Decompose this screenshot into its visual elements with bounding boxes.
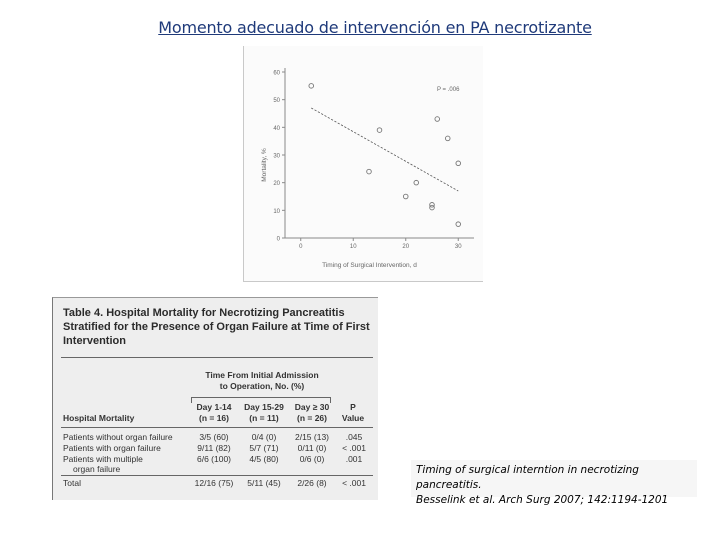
table-cell: 0/11 (0) xyxy=(297,443,327,453)
col-header-day15-29: Day 15-29 (n = 11) xyxy=(239,402,289,424)
slide-title: Momento adecuado de intervención en PA n… xyxy=(158,18,592,37)
col-header-day1-14-line2: (n = 16) xyxy=(199,413,229,423)
col-header-day30-line2: (n = 26) xyxy=(297,413,327,423)
table-total-rule xyxy=(61,475,373,476)
scatter-figure: 0 10 20 30 40 50 60 0 10 20 30 Timing of Surgical I… xyxy=(243,46,483,282)
table-cell: < .001 xyxy=(342,443,366,453)
x-tick-label: 30 xyxy=(455,244,462,250)
data-point xyxy=(429,202,435,208)
col-header-p-value: P Value xyxy=(335,402,371,424)
table-row-label-continued: organ failure xyxy=(73,464,121,474)
data-point xyxy=(402,193,409,200)
y-tick-label: 60 xyxy=(273,71,280,77)
col-header-day30-line1: Day ≥ 30 xyxy=(294,402,330,412)
table-cell: 2/15 (13) xyxy=(294,432,330,442)
y-axis-label: Mortality, % xyxy=(261,148,268,182)
y-tick-label: 40 xyxy=(273,126,280,132)
table-cell: 6/6 (100) xyxy=(196,454,232,464)
col-header-day1-14-line1: Day 1-14 xyxy=(196,402,232,412)
table-cell: 3/5 (60) xyxy=(199,432,229,442)
data-point xyxy=(455,160,461,167)
table-row-label: Patients with organ failure xyxy=(63,443,161,453)
table-cell: 2/26 (8) xyxy=(297,478,327,488)
data-point xyxy=(308,83,314,89)
table-cell: .045 xyxy=(345,432,363,442)
table-cell: 0/4 (0) xyxy=(251,432,277,442)
col-header-p-line1: P xyxy=(350,402,356,412)
data-point xyxy=(413,179,419,186)
col-header-p-line2: Value xyxy=(341,413,365,423)
table-cell: < .001 xyxy=(342,478,366,488)
table-cell: 4/5 (80) xyxy=(249,454,279,464)
col-header-day1-14: Day 1-14 (n = 16) xyxy=(191,402,237,424)
citation-line2: Besselink et al. Arch Surg 2007; 142:119… xyxy=(416,494,669,506)
group-header-brace xyxy=(191,397,331,403)
table-cell: 0/6 (0) xyxy=(299,454,325,464)
citation-box: Timing of surgical interntion in necroti… xyxy=(411,460,697,506)
scatter-plot: 0 10 20 30 40 50 60 0 10 20 30 Timing of Surgical I… xyxy=(261,68,474,269)
table-header-rule xyxy=(61,427,373,428)
y-tick-label: 20 xyxy=(273,181,280,187)
data-point xyxy=(366,168,372,175)
y-tick-label: 0 xyxy=(277,237,281,243)
table-caption: Table 4. Hospital Mortality for Necrotiz… xyxy=(63,307,370,347)
x-tick-label: 0 xyxy=(299,244,303,250)
table-row-label: Total xyxy=(63,478,81,488)
table-cell: 9/11 (82) xyxy=(197,443,231,453)
citation-line1: Timing of surgical interntion in necroti… xyxy=(416,464,639,491)
x-tick-label: 10 xyxy=(350,244,357,250)
x-axis-label: Timing of Surgical Intervention, d xyxy=(322,262,417,269)
trend-line xyxy=(311,107,459,192)
data-point xyxy=(434,116,440,122)
data-point xyxy=(455,221,461,227)
table-cell: 5/7 (71) xyxy=(249,443,279,453)
data-point xyxy=(376,127,383,133)
y-tick-label: 10 xyxy=(273,209,280,215)
mortality-table-panel: Table 4. Hospital Mortality for Necrotiz… xyxy=(52,297,378,500)
col-header-day15-29-line1: Day 15-29 xyxy=(244,402,284,412)
y-tick-label: 50 xyxy=(273,98,280,104)
table-cell: 5/11 (45) xyxy=(247,478,281,488)
table-cell: .001 xyxy=(345,454,363,464)
group-header-line1: Time From Initial Admission xyxy=(205,370,319,380)
row-header-hospital-mortality: Hospital Mortality xyxy=(63,413,135,423)
col-header-day30: Day ≥ 30 (n = 26) xyxy=(289,402,335,424)
table-row-label: Patients without organ failure xyxy=(63,432,173,442)
group-header-line2: to Operation, No. (%) xyxy=(219,381,305,391)
data-point xyxy=(444,135,451,142)
table-row-label: Patients with multiple xyxy=(63,454,143,464)
p-value-annotation: P = .006 xyxy=(437,87,460,93)
data-point xyxy=(429,204,435,211)
col-header-day15-29-line2: (n = 11) xyxy=(249,413,279,423)
x-tick-label: 20 xyxy=(402,244,409,250)
y-tick-label: 30 xyxy=(273,154,280,160)
table-cell: 12/16 (75) xyxy=(194,478,234,488)
table-top-rule xyxy=(61,357,373,358)
